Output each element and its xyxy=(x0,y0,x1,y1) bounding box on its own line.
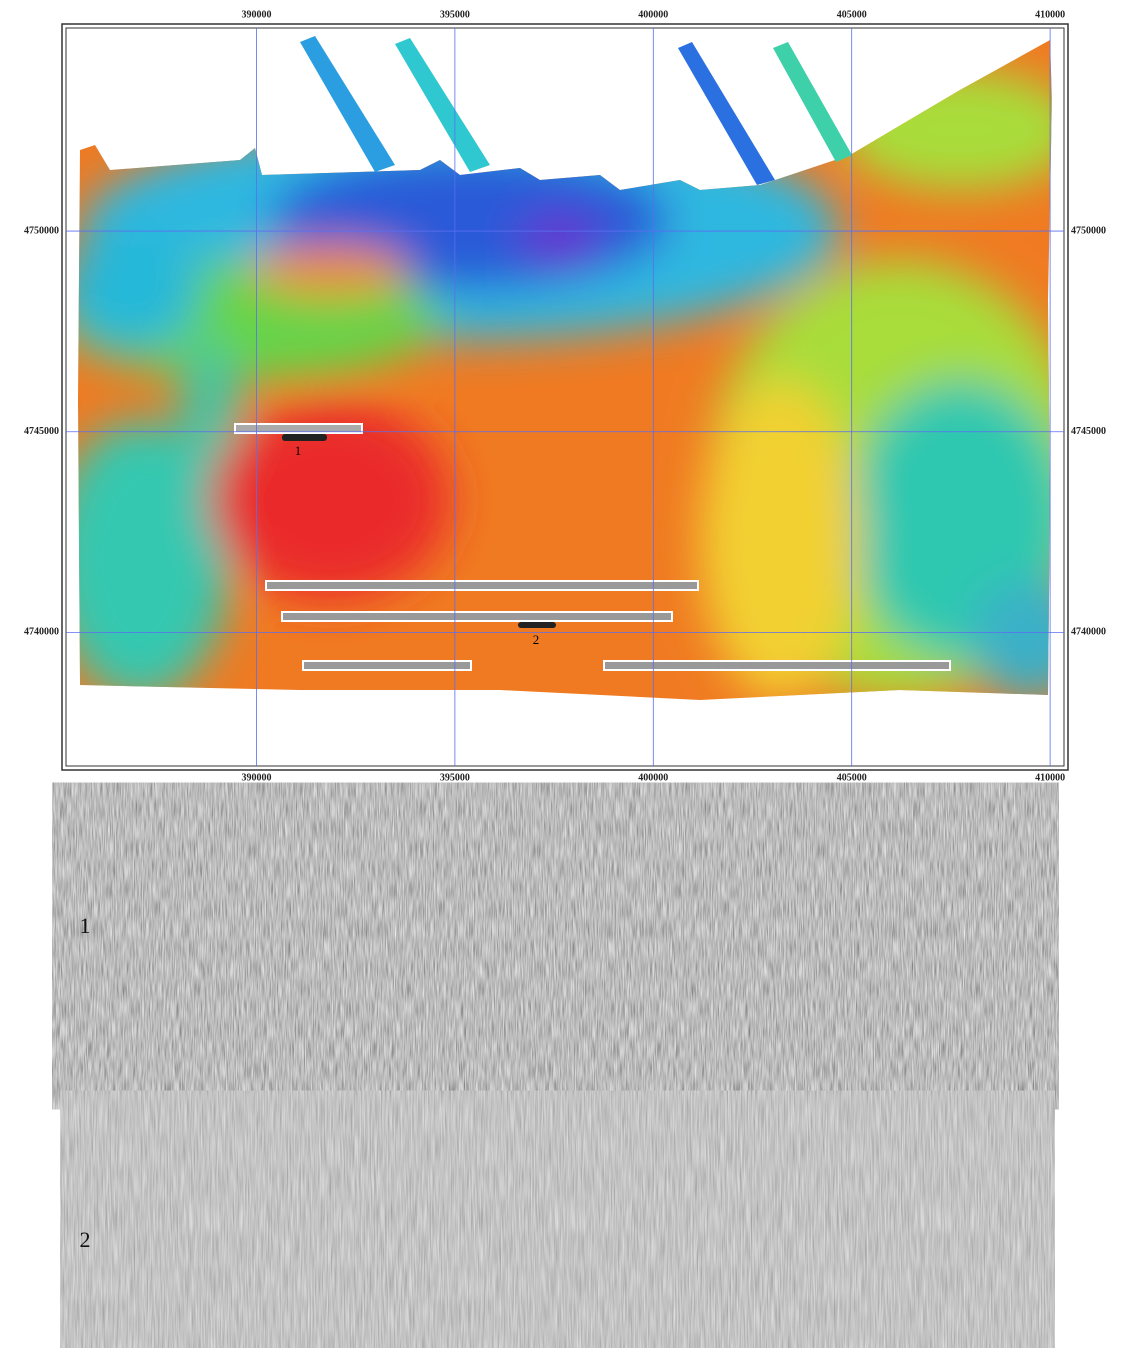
x-tick-label: 400000 xyxy=(638,772,668,783)
track-label: 1 xyxy=(295,443,302,458)
y-tick-label: 4745000 xyxy=(1071,426,1106,437)
y-tick-label: 4740000 xyxy=(24,627,59,638)
y-tick-label: 4745000 xyxy=(24,426,59,437)
y-tick-label: 4750000 xyxy=(24,225,59,236)
x-tick-label: 390000 xyxy=(241,772,271,783)
sonar-image xyxy=(143,1114,972,1348)
x-tick-label: 395000 xyxy=(440,772,470,783)
track-label: 2 xyxy=(533,632,540,647)
x-tick-label: 400000 xyxy=(638,9,668,20)
x-tick-label: 390000 xyxy=(241,9,271,20)
panel-label: 1 xyxy=(80,913,91,938)
figure: 1 2 1 2 390000 390000 395000 395000 400000 40… xyxy=(0,0,1125,1348)
y-tick-label: 4740000 xyxy=(1071,627,1106,638)
x-tick-label: 405000 xyxy=(837,772,867,783)
x-tick-label: 405000 xyxy=(837,9,867,20)
x-tick-label: 410000 xyxy=(1035,772,1065,783)
x-tick-label: 395000 xyxy=(440,9,470,20)
panel-label: 2 xyxy=(80,1227,91,1252)
sonar-image xyxy=(136,810,975,1082)
y-tick-label: 4750000 xyxy=(1071,225,1106,236)
x-tick-label: 410000 xyxy=(1035,9,1065,20)
page: 1 2 1 2 390000 390000 395000 395000 400000 40… xyxy=(0,0,1125,1353)
